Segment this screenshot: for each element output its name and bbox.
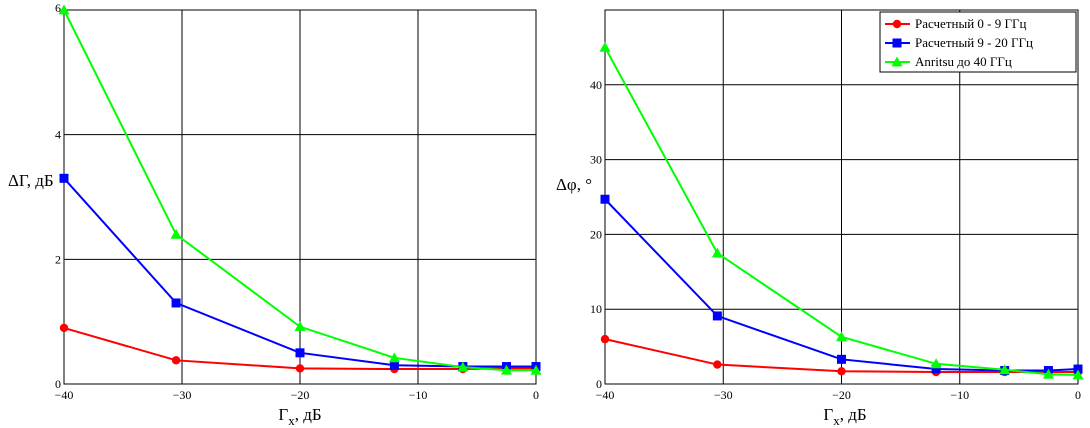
legend-item: Anritsu до 40 ГГц bbox=[885, 54, 1012, 69]
data-point bbox=[836, 331, 847, 342]
data-point bbox=[930, 358, 942, 369]
y-tick-label: 30 bbox=[590, 153, 602, 167]
x-tick-label: −40 bbox=[55, 388, 74, 402]
x-tick-label: 0 bbox=[1075, 388, 1081, 402]
data-point bbox=[389, 360, 399, 370]
data-point bbox=[295, 348, 305, 358]
data-point bbox=[1072, 369, 1084, 380]
x-tick-label: −40 bbox=[596, 388, 615, 402]
legend-label: Anritsu до 40 ГГц bbox=[915, 54, 1012, 69]
x-tick-label: −20 bbox=[832, 388, 851, 402]
data-point bbox=[837, 354, 846, 364]
data-point bbox=[388, 352, 400, 363]
data-point bbox=[711, 247, 723, 258]
data-point bbox=[59, 323, 69, 333]
data-point bbox=[457, 361, 469, 372]
legend-marker bbox=[892, 19, 902, 29]
series-3 bbox=[599, 41, 1084, 380]
plot-frame bbox=[63, 9, 537, 385]
x-axis-label: Γx, дБ bbox=[823, 405, 866, 428]
y-tick-label: 0 bbox=[55, 377, 61, 391]
data-point bbox=[600, 334, 610, 344]
data-point bbox=[501, 364, 512, 375]
x-tick-label: −30 bbox=[714, 388, 733, 402]
legend-label: Расчетный 9 - 20 ГГц bbox=[915, 35, 1033, 50]
data-point bbox=[599, 41, 611, 52]
data-point bbox=[712, 311, 722, 321]
legend: Расчетный 0 - 9 ГГц Расчетный 9 - 20 ГГц A… bbox=[879, 11, 1077, 73]
x-tick-label: 0 bbox=[533, 388, 539, 402]
data-point bbox=[530, 364, 542, 375]
data-point bbox=[294, 321, 306, 332]
y-tick-label: 6 bbox=[55, 1, 61, 15]
x-tick-label: −20 bbox=[291, 388, 310, 402]
y-tick-label: 2 bbox=[55, 252, 61, 266]
data-point bbox=[295, 364, 305, 373]
x-tick-label: −10 bbox=[950, 388, 969, 402]
chart-1: −40 −30 −20 −10 0 0 2 4 6 ΔΓ, дБ Γx, дБ bbox=[8, 1, 542, 428]
legend-marker bbox=[892, 38, 902, 48]
y-tick-label: 0 bbox=[596, 377, 602, 391]
data-point bbox=[600, 194, 610, 204]
data-point bbox=[713, 360, 722, 369]
y-tick-label: 10 bbox=[590, 302, 602, 316]
legend-marker bbox=[891, 56, 903, 67]
x-axis-label: Γx, дБ bbox=[278, 405, 321, 428]
data-point bbox=[171, 298, 181, 308]
y-tick-label: 40 bbox=[590, 78, 602, 92]
chart-2: −40 −30 −20 −10 0 0 10 20 30 40 Δφ, ° Γx, дБ Расчетн… bbox=[556, 9, 1084, 428]
y-tick-label: 4 bbox=[55, 128, 61, 142]
data-point bbox=[59, 173, 69, 183]
y-axis-label: ΔΓ, дБ bbox=[8, 171, 54, 190]
data-point bbox=[170, 228, 182, 239]
legend-item: Расчетный 9 - 20 ГГц bbox=[885, 35, 1033, 50]
data-point bbox=[837, 367, 846, 376]
x-tick-label: −30 bbox=[173, 388, 192, 402]
data-point bbox=[1073, 364, 1083, 374]
x-tick-label: −10 bbox=[409, 388, 428, 402]
legend-item: Расчетный 0 - 9 ГГц bbox=[885, 16, 1027, 31]
data-point bbox=[171, 356, 181, 365]
data-point bbox=[58, 4, 70, 15]
series-3 bbox=[58, 4, 542, 375]
y-axis-label: Δφ, ° bbox=[556, 175, 592, 194]
data-point bbox=[999, 364, 1011, 375]
legend-label: Расчетный 0 - 9 ГГц bbox=[915, 16, 1027, 31]
legend-box bbox=[879, 11, 1077, 73]
data-point bbox=[1042, 368, 1054, 379]
data-point bbox=[931, 364, 941, 374]
y-tick-label: 20 bbox=[590, 227, 602, 241]
